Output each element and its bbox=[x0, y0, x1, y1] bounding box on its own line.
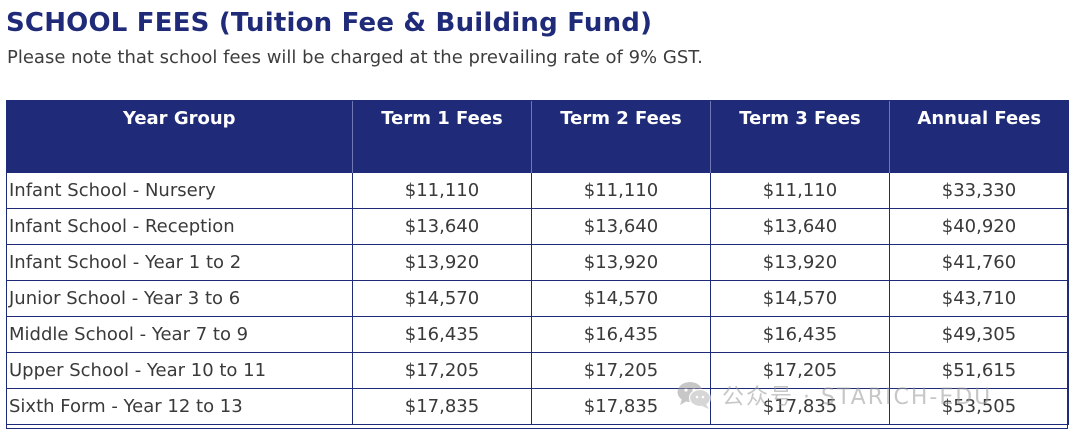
header-spacer-row bbox=[6, 136, 1069, 173]
column-header-term-2-fees: Term 2 Fees bbox=[531, 100, 711, 136]
term-1-fee-cell: $17,835 bbox=[352, 388, 532, 425]
header-spacer-cell bbox=[6, 136, 353, 173]
term-2-fee-cell: $17,205 bbox=[531, 352, 711, 389]
header-spacer-cell bbox=[710, 136, 890, 173]
header-spacer-cell bbox=[531, 136, 711, 173]
term-3-fee-cell: $11,110 bbox=[710, 172, 890, 209]
table-row: Sixth Form - Year 12 to 13 $17,835 $17,8… bbox=[6, 388, 1069, 425]
term-1-fee-cell: $14,570 bbox=[352, 280, 532, 317]
term-3-fee-cell: $16,435 bbox=[710, 316, 890, 353]
year-group-cell: Sixth Form - Year 12 to 13 bbox=[6, 388, 353, 425]
table-row: Junior School - Year 3 to 6 $14,570 $14,… bbox=[6, 280, 1069, 317]
term-3-fee-cell: $14,570 bbox=[710, 280, 890, 317]
gst-note: Please note that school fees will be cha… bbox=[7, 47, 703, 68]
column-header-year-group: Year Group bbox=[6, 100, 353, 136]
term-3-fee-cell: $13,920 bbox=[710, 244, 890, 281]
table-row: Upper School - Year 10 to 11 $17,205 $17… bbox=[6, 352, 1069, 389]
page-title: SCHOOL FEES (Tuition Fee & Building Fund… bbox=[6, 8, 653, 38]
table-header: Year Group Term 1 Fees Term 2 Fees Term … bbox=[6, 100, 1069, 173]
term-2-fee-cell: $17,835 bbox=[531, 388, 711, 425]
term-1-fee-cell: $13,920 bbox=[352, 244, 532, 281]
table-row: Middle School - Year 7 to 9 $16,435 $16,… bbox=[6, 316, 1069, 353]
term-2-fee-cell: $13,920 bbox=[531, 244, 711, 281]
header-spacer-cell bbox=[352, 136, 532, 173]
year-group-cell: Infant School - Year 1 to 2 bbox=[6, 244, 353, 281]
table-row: Infant School - Year 1 to 2 $13,920 $13,… bbox=[6, 244, 1069, 281]
annual-fee-cell: $49,305 bbox=[889, 316, 1069, 353]
year-group-cell: Middle School - Year 7 to 9 bbox=[6, 316, 353, 353]
term-2-fee-cell: $11,110 bbox=[531, 172, 711, 209]
column-header-term-1-fees: Term 1 Fees bbox=[352, 100, 532, 136]
term-1-fee-cell: $17,205 bbox=[352, 352, 532, 389]
school-fees-table: Year Group Term 1 Fees Term 2 Fees Term … bbox=[6, 100, 1069, 425]
table-row: Infant School - Reception $13,640 $13,64… bbox=[6, 208, 1069, 245]
annual-fee-cell: $40,920 bbox=[889, 208, 1069, 245]
annual-fee-cell: $51,615 bbox=[889, 352, 1069, 389]
column-header-term-3-fees: Term 3 Fees bbox=[710, 100, 890, 136]
header-row: Year Group Term 1 Fees Term 2 Fees Term … bbox=[6, 100, 1069, 136]
term-1-fee-cell: $13,640 bbox=[352, 208, 532, 245]
year-group-cell: Infant School - Reception bbox=[6, 208, 353, 245]
table-body: Infant School - Nursery $11,110 $11,110 … bbox=[6, 172, 1069, 425]
term-2-fee-cell: $13,640 bbox=[531, 208, 711, 245]
column-header-annual-fees: Annual Fees bbox=[889, 100, 1069, 136]
year-group-cell: Infant School - Nursery bbox=[6, 172, 353, 209]
term-3-fee-cell: $13,640 bbox=[710, 208, 890, 245]
term-1-fee-cell: $11,110 bbox=[352, 172, 532, 209]
annual-fee-cell: $53,505 bbox=[889, 388, 1069, 425]
term-2-fee-cell: $14,570 bbox=[531, 280, 711, 317]
term-3-fee-cell: $17,835 bbox=[710, 388, 890, 425]
table-row: Infant School - Nursery $11,110 $11,110 … bbox=[6, 172, 1069, 209]
annual-fee-cell: $41,760 bbox=[889, 244, 1069, 281]
term-3-fee-cell: $17,205 bbox=[710, 352, 890, 389]
term-1-fee-cell: $16,435 bbox=[352, 316, 532, 353]
year-group-cell: Upper School - Year 10 to 11 bbox=[6, 352, 353, 389]
term-2-fee-cell: $16,435 bbox=[531, 316, 711, 353]
header-spacer-cell bbox=[889, 136, 1069, 173]
annual-fee-cell: $33,330 bbox=[889, 172, 1069, 209]
annual-fee-cell: $43,710 bbox=[889, 280, 1069, 317]
year-group-cell: Junior School - Year 3 to 6 bbox=[6, 280, 353, 317]
